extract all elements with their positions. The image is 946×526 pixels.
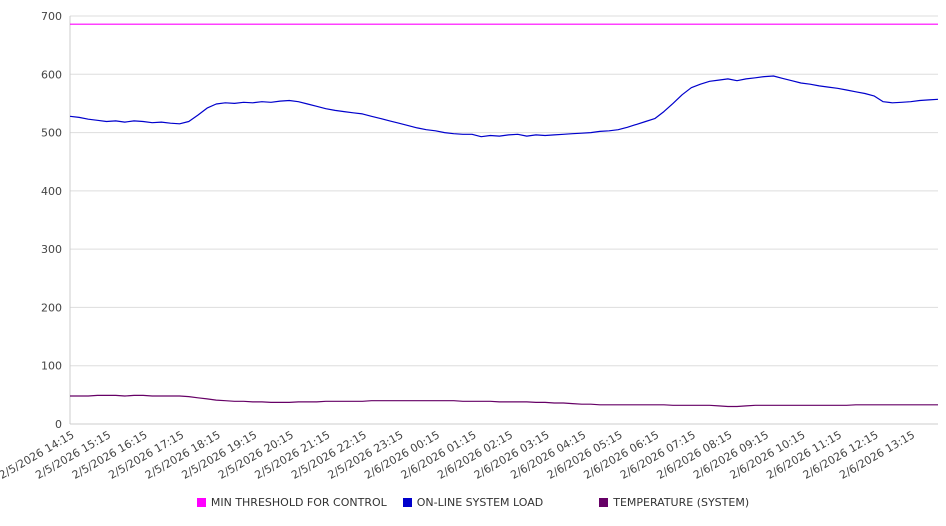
series-lines — [69, 23, 939, 408]
axes — [69, 16, 938, 425]
y-tick-label: 600 — [41, 68, 62, 81]
legend-item: MIN THRESHOLD FOR CONTROL — [196, 496, 387, 509]
y-tick-label: 100 — [41, 360, 62, 373]
y-tick-label: 200 — [41, 301, 62, 314]
legend-label: MIN THRESHOLD FOR CONTROL — [210, 496, 387, 509]
legend-item: ON-LINE SYSTEM LOAD — [402, 496, 544, 509]
legend-swatch — [599, 498, 609, 507]
y-tick-label: 300 — [41, 243, 62, 256]
y-tick-label: 500 — [41, 127, 62, 140]
chart-legend: MIN THRESHOLD FOR CONTROL ON-LINE SYSTEM … — [0, 496, 946, 509]
y-axis-labels: 0 100 200 300 400 500 600 700 — [41, 10, 62, 431]
gridlines — [70, 15, 938, 425]
series-temperature-system — [70, 394, 938, 408]
y-tick-label: 700 — [41, 10, 62, 23]
legend-swatch — [402, 498, 412, 507]
series-on-line-system-load — [69, 75, 939, 138]
legend-label: TEMPERATURE (SYSTEM) — [613, 496, 750, 509]
x-axis-labels: 2/5/2026 14:152/5/2026 15:152/5/2026 16:… — [0, 428, 917, 482]
chart-canvas: 0 100 200 300 400 500 600 700 2/5/2026 14:152/5… — [0, 10, 939, 482]
y-tick-label: 0 — [55, 418, 62, 431]
legend-label: ON-LINE SYSTEM LOAD — [416, 496, 544, 509]
legend-swatch — [196, 498, 206, 507]
legend-item: TEMPERATURE (SYSTEM) — [599, 496, 749, 509]
y-tick-label: 400 — [41, 185, 62, 198]
